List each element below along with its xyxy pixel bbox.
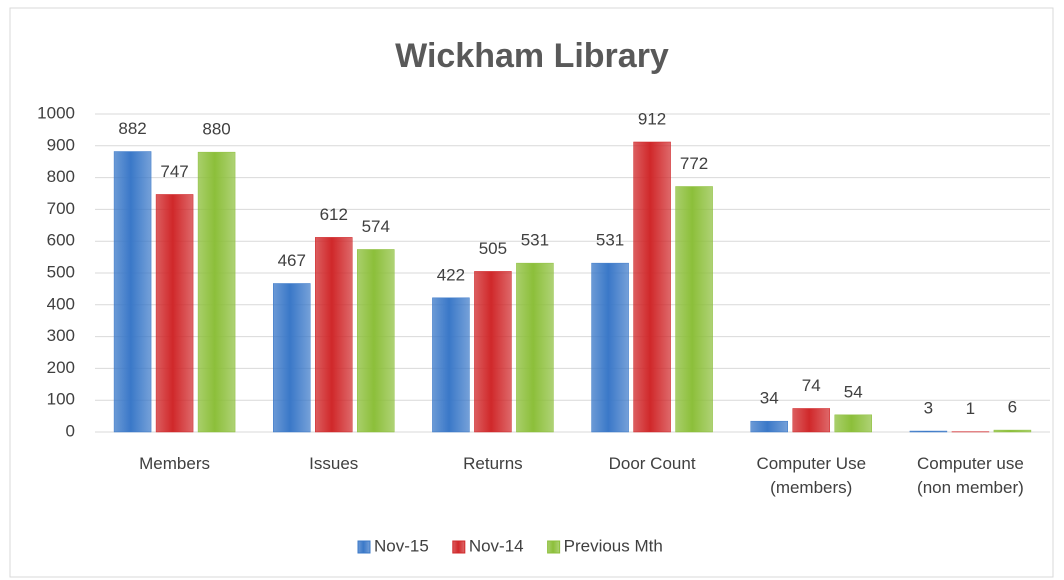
data-label: 54 bbox=[844, 382, 863, 401]
x-tick-label: Returns bbox=[463, 454, 523, 473]
y-tick-label: 600 bbox=[47, 231, 75, 250]
legend-swatch bbox=[547, 540, 561, 554]
legend-label: Nov-14 bbox=[469, 536, 524, 555]
data-label: 505 bbox=[479, 239, 507, 258]
data-label: 74 bbox=[802, 376, 821, 395]
bar bbox=[591, 262, 629, 433]
legend-swatch bbox=[357, 540, 371, 554]
x-tick-label: Computer Use (members) bbox=[756, 454, 866, 497]
x-tick-label: Door Count bbox=[609, 454, 696, 473]
bar bbox=[197, 151, 236, 433]
bar bbox=[750, 420, 788, 433]
bar bbox=[474, 271, 512, 433]
bar bbox=[792, 408, 830, 433]
bar bbox=[357, 249, 395, 433]
data-label: 422 bbox=[437, 265, 465, 284]
data-label: 747 bbox=[160, 162, 188, 181]
data-label: 912 bbox=[638, 109, 666, 128]
y-tick-label: 900 bbox=[47, 135, 75, 154]
bar bbox=[993, 429, 1032, 433]
data-label: 531 bbox=[521, 231, 549, 250]
bar bbox=[273, 283, 311, 433]
data-label: 467 bbox=[278, 251, 306, 270]
legend-label: Nov-15 bbox=[374, 536, 429, 555]
bar bbox=[834, 414, 872, 433]
bar bbox=[113, 151, 152, 433]
data-label: 612 bbox=[320, 205, 348, 224]
y-tick-label: 700 bbox=[47, 199, 75, 218]
data-label: 882 bbox=[118, 119, 146, 138]
bar bbox=[155, 194, 194, 433]
x-tick-label: Issues bbox=[309, 454, 358, 473]
bar bbox=[516, 262, 554, 433]
bar bbox=[909, 430, 948, 433]
y-tick-label: 0 bbox=[66, 421, 75, 440]
data-label: 574 bbox=[362, 217, 390, 236]
legend-swatch bbox=[452, 540, 466, 554]
y-tick-label: 1000 bbox=[37, 103, 75, 122]
data-label: 531 bbox=[596, 231, 624, 250]
y-tick-label: 200 bbox=[47, 358, 75, 377]
bar bbox=[675, 186, 713, 433]
chart-title: Wickham Library bbox=[395, 37, 669, 75]
bar bbox=[633, 141, 671, 433]
x-tick-label: Computer use (non member) bbox=[917, 454, 1024, 497]
y-tick-label: 500 bbox=[47, 262, 75, 281]
bar bbox=[315, 237, 353, 433]
bar bbox=[432, 297, 470, 433]
y-tick-label: 800 bbox=[47, 167, 75, 186]
data-label: 3 bbox=[924, 399, 933, 418]
y-tick-label: 400 bbox=[47, 294, 75, 313]
legend-label: Previous Mth bbox=[564, 536, 663, 555]
data-label: 6 bbox=[1008, 398, 1017, 417]
y-tick-label: 300 bbox=[47, 326, 75, 345]
data-label: 772 bbox=[680, 154, 708, 173]
x-tick-label: Members bbox=[139, 454, 210, 473]
data-label: 34 bbox=[760, 389, 779, 408]
data-label: 880 bbox=[202, 120, 230, 139]
data-label: 1 bbox=[966, 399, 975, 418]
y-tick-label: 100 bbox=[47, 390, 75, 409]
